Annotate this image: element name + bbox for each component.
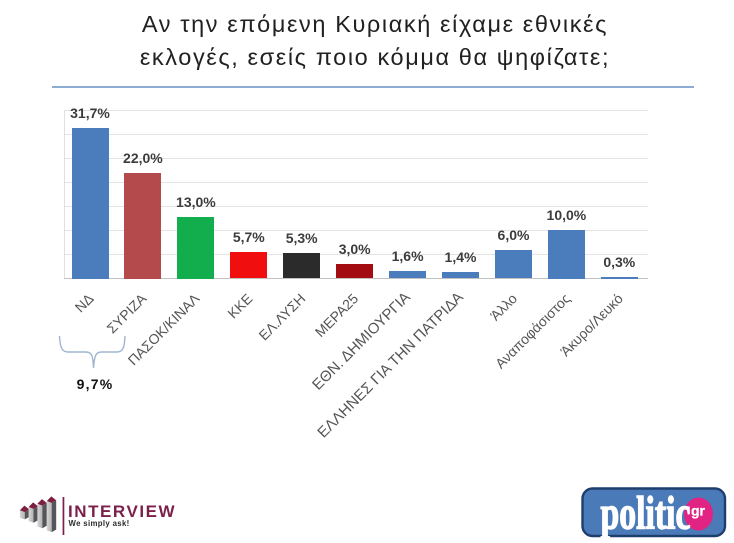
svg-text:Άλλο: Άλλο — [487, 290, 520, 323]
svg-text:ΣΥΡΙΖΑ: ΣΥΡΙΖΑ — [103, 290, 150, 337]
svg-text:ΕΛ.ΛΥΣΗ: ΕΛ.ΛΥΣΗ — [255, 290, 308, 343]
svg-text:politic: politic — [601, 487, 691, 539]
svg-text:ΕΘΝ. ΔΗΜΙΟΥΡΓΙΑ: ΕΘΝ. ΔΗΜΙΟΥΡΓΙΑ — [309, 289, 414, 394]
svg-text:ΝΔ: ΝΔ — [72, 290, 97, 315]
svg-text:ΚΚΕ: ΚΚΕ — [224, 290, 255, 321]
svg-text:gr: gr — [691, 503, 706, 519]
svg-text:ΜΕΡΑ25: ΜΕΡΑ25 — [312, 290, 362, 340]
svg-text:We simply ask!: We simply ask! — [69, 519, 130, 528]
svg-text:INTERVIEW: INTERVIEW — [68, 502, 176, 521]
